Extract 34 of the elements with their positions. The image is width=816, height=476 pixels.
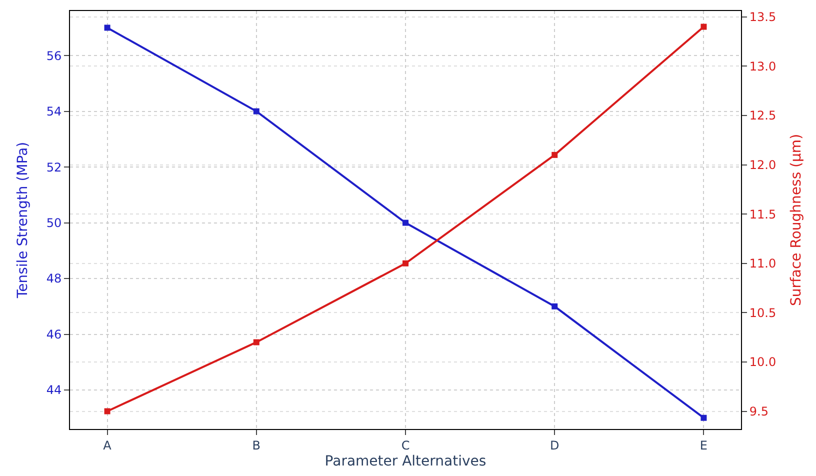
x-tick-label: A	[103, 438, 112, 452]
y-tick-label: 50	[46, 216, 62, 230]
y-tick-label: 44	[46, 383, 62, 398]
y2-tick-label: 11.0	[749, 256, 776, 271]
y2-tick-label: 12.5	[749, 108, 776, 123]
y2-tick-label: 11.5	[749, 207, 776, 222]
y2-tick-label: 9.5	[749, 404, 768, 418]
point	[552, 303, 558, 310]
point	[700, 24, 707, 30]
y-tick-label: 48	[46, 272, 62, 286]
x-tick-label: D	[550, 438, 560, 452]
point	[402, 260, 408, 266]
x-tick-label: E	[700, 438, 708, 452]
y-tick-label: 54	[46, 104, 62, 119]
y2-tick-label: 13.5	[749, 10, 776, 24]
y2-tick-label: 10.0	[749, 355, 776, 370]
y-tick-label: 56	[46, 48, 62, 63]
point	[104, 408, 110, 414]
x-tick-label: B	[252, 438, 261, 452]
point	[402, 220, 408, 226]
y2-tick-label: 13.0	[749, 59, 776, 74]
point	[253, 339, 260, 346]
y-axis-title: Tensile Strength (MPa)	[14, 142, 31, 300]
y-tick-label: 46	[46, 327, 62, 342]
y-tick-label: 52	[46, 160, 62, 174]
point	[700, 414, 707, 421]
point	[552, 152, 558, 158]
x-tick-label: C	[401, 438, 410, 452]
y2-tick-label: 10.5	[749, 306, 776, 320]
x-axis-title: Parameter Alternatives	[324, 454, 486, 470]
point	[104, 24, 110, 31]
y2-tick-label: 12.0	[749, 158, 776, 172]
y2-axis-title: Surface Roughness (µm)	[788, 134, 804, 306]
point	[253, 108, 260, 114]
